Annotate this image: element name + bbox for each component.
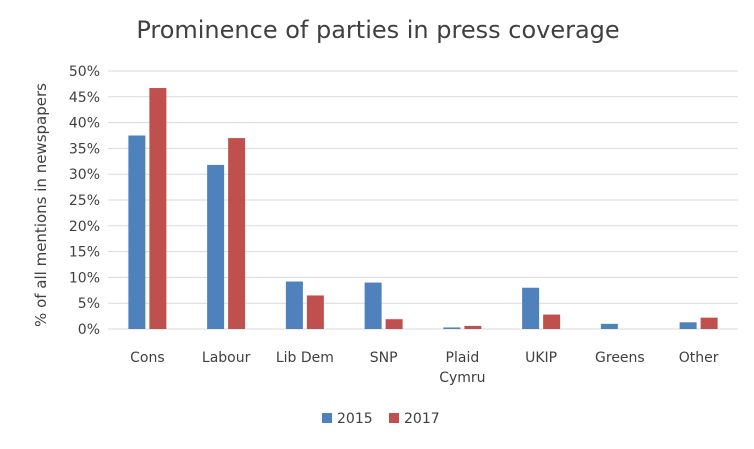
legend-swatch <box>322 413 332 423</box>
bar-2015-plaid-cymru <box>443 327 461 329</box>
x-axis-tick-labels: Cons Labour Lib Dem SNP Plaid Cymru UKIP Greens… <box>130 350 719 386</box>
bar-2017-lib-dem <box>306 295 324 329</box>
bar-2015-greens <box>600 323 618 329</box>
bar-2015-lib-dem <box>285 281 303 329</box>
x-tick-label: Cons <box>130 350 165 366</box>
bar-2017-cons <box>149 88 167 329</box>
y-axis-tick-labels: 0% 5% 10% 15% 20% 25% 30% 35% 40% 45% 50% <box>69 64 100 338</box>
x-tick-label: Greens <box>595 350 645 366</box>
y-tick-label: 20% <box>69 219 100 235</box>
y-tick-label: 5% <box>78 296 100 312</box>
chart-title: Prominence of parties in press coverage <box>136 16 619 44</box>
x-tick-label: Labour <box>202 350 251 366</box>
legend-swatch <box>389 413 399 423</box>
y-tick-label: 35% <box>69 141 100 157</box>
bar-2017-snp <box>385 319 403 329</box>
y-tick-label: 50% <box>69 64 100 80</box>
bar-2017-plaid-cymru <box>464 325 482 329</box>
bars <box>128 88 718 329</box>
y-tick-label: 0% <box>78 322 100 338</box>
bar-2017-other <box>700 317 718 329</box>
legend: 2015 2017 <box>322 411 440 427</box>
gridlines <box>108 70 738 330</box>
bar-2015-snp <box>364 282 382 329</box>
y-axis-label: % of all mentions in newspapers <box>32 83 50 327</box>
bar-2017-ukip <box>543 314 561 329</box>
bar-2015-cons <box>128 135 146 329</box>
y-tick-label: 45% <box>69 90 100 106</box>
x-tick-label: SNP <box>370 350 398 366</box>
y-tick-label: 30% <box>69 167 100 183</box>
y-tick-label: 40% <box>69 116 100 132</box>
legend-label: 2015 <box>337 411 373 427</box>
bar-2015-other <box>679 322 697 329</box>
y-tick-label: 25% <box>69 193 100 209</box>
y-tick-label: 15% <box>69 245 100 261</box>
y-tick-label: 10% <box>69 270 100 286</box>
bar-2015-labour <box>207 164 225 329</box>
x-tick-label: Other <box>679 350 719 366</box>
x-tick-label: UKIP <box>525 350 557 366</box>
x-tick-label: Plaid Cymru <box>439 350 485 386</box>
bar-2015-ukip <box>522 287 540 329</box>
legend-label: 2017 <box>404 411 440 427</box>
x-tick-label: Lib Dem <box>276 350 334 366</box>
bar-2017-labour <box>228 138 246 329</box>
